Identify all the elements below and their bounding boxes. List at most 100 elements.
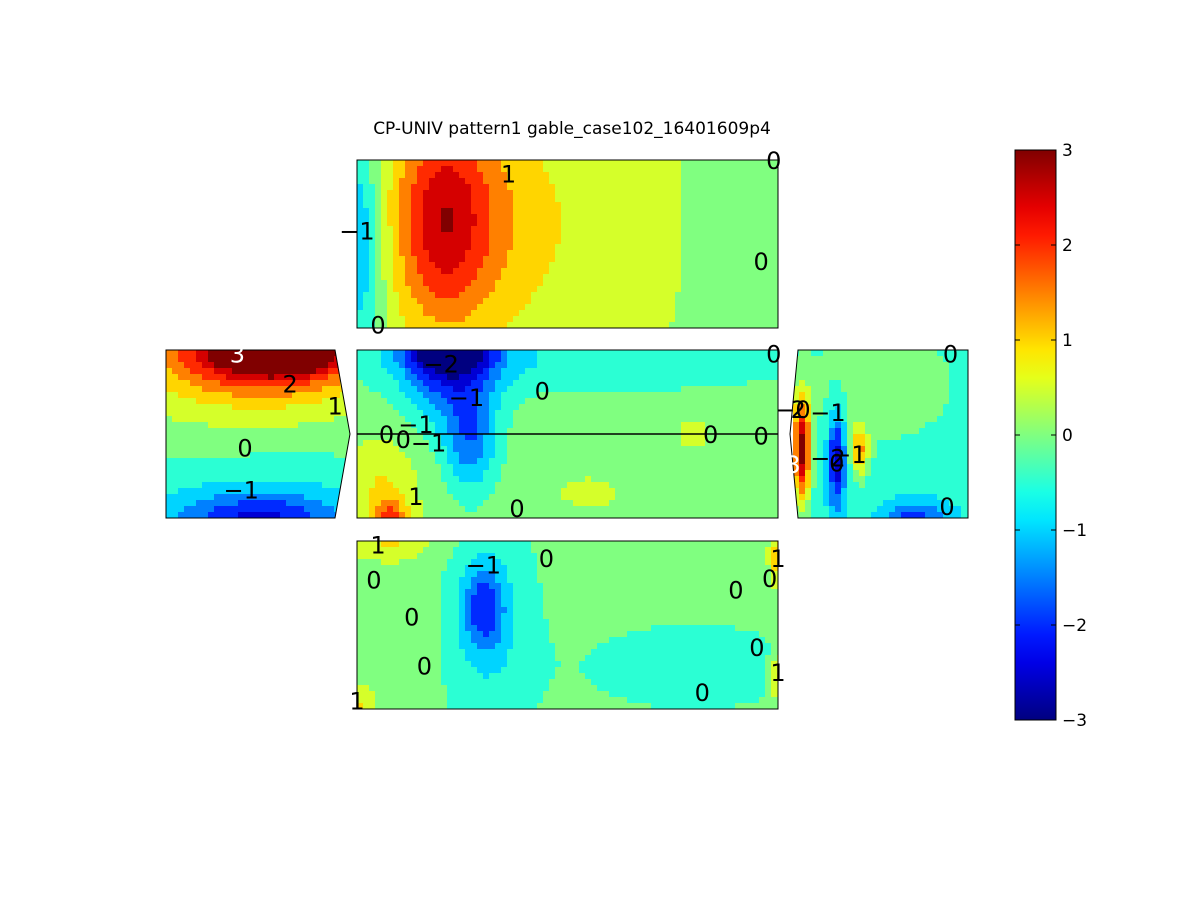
contour-cell bbox=[226, 350, 233, 357]
contour-cell bbox=[681, 470, 688, 477]
contour-cell bbox=[411, 416, 418, 423]
contour-cell bbox=[765, 488, 772, 495]
contour-cell bbox=[411, 398, 418, 405]
contour-cell bbox=[699, 298, 706, 305]
contour-cell bbox=[543, 202, 550, 209]
contour-cell bbox=[531, 268, 538, 275]
contour-cell bbox=[765, 238, 772, 245]
contour-cell bbox=[567, 316, 574, 323]
contour-cell bbox=[381, 434, 388, 441]
contour-cell bbox=[471, 494, 478, 501]
contour-cell bbox=[741, 220, 748, 227]
contour-cell bbox=[771, 304, 778, 311]
contour-cell bbox=[495, 280, 502, 287]
contour-cell bbox=[423, 506, 430, 513]
contour-cell bbox=[519, 482, 526, 489]
contour-cell bbox=[322, 422, 329, 429]
contour-cell bbox=[663, 398, 670, 405]
contour-cell bbox=[925, 362, 932, 369]
contour-cell bbox=[220, 434, 227, 441]
contour-cell bbox=[633, 416, 640, 423]
contour-cell bbox=[357, 238, 364, 245]
contour-cell bbox=[627, 202, 634, 209]
contour-cell bbox=[543, 298, 550, 305]
contour-cell bbox=[699, 214, 706, 221]
contour-cell bbox=[292, 452, 299, 459]
contour-cell bbox=[352, 476, 354, 483]
contour-cell bbox=[495, 386, 502, 393]
contour-cell bbox=[501, 416, 508, 423]
contour-cell bbox=[423, 214, 430, 221]
contour-cell bbox=[609, 304, 616, 311]
contour-cell bbox=[316, 452, 323, 459]
contour-cell bbox=[519, 160, 526, 167]
contour-cell bbox=[573, 166, 580, 173]
contour-cell bbox=[489, 470, 496, 477]
contour-cell bbox=[525, 476, 532, 483]
contour-cell bbox=[513, 392, 520, 399]
contour-cell bbox=[184, 410, 191, 417]
contour-cell bbox=[280, 392, 287, 399]
contour-cell bbox=[519, 202, 526, 209]
contour-cell bbox=[621, 422, 628, 429]
contour-cell bbox=[256, 362, 263, 369]
contour-cell bbox=[687, 160, 694, 167]
contour-cell bbox=[597, 380, 604, 387]
contour-cell bbox=[459, 178, 466, 185]
contour-cell bbox=[687, 244, 694, 251]
contour-cell bbox=[399, 268, 406, 275]
contour-cell bbox=[889, 350, 896, 357]
contour-cell bbox=[771, 470, 778, 477]
contour-cell bbox=[507, 350, 514, 357]
contour-cell bbox=[597, 506, 604, 513]
contour-cell bbox=[399, 470, 406, 477]
contour-cell bbox=[387, 500, 394, 507]
contour-cell bbox=[949, 350, 956, 357]
contour-cell bbox=[705, 190, 712, 197]
contour-cell bbox=[759, 310, 766, 317]
contour-cell bbox=[369, 244, 376, 251]
contour-cell bbox=[765, 458, 772, 465]
contour-cell bbox=[765, 470, 772, 477]
contour-cell bbox=[735, 434, 742, 441]
contour-cell bbox=[735, 476, 742, 483]
contour-cell bbox=[543, 356, 550, 363]
contour-cell bbox=[423, 316, 430, 323]
contour-cell bbox=[669, 190, 676, 197]
contour-cell bbox=[765, 166, 772, 173]
contour-cell bbox=[645, 488, 652, 495]
contour-cell bbox=[627, 322, 634, 328]
contour-cell bbox=[178, 434, 185, 441]
contour-cell bbox=[298, 464, 305, 471]
contour-cell bbox=[537, 422, 544, 429]
contour-cell bbox=[579, 374, 586, 381]
contour-cell bbox=[399, 256, 406, 263]
contour-cell bbox=[687, 434, 694, 441]
contour-cell bbox=[699, 440, 706, 447]
contour-cell bbox=[435, 238, 442, 245]
contour-cell bbox=[675, 250, 682, 257]
contour-cell bbox=[543, 220, 550, 227]
contour-cell bbox=[405, 292, 412, 299]
contour-cell bbox=[250, 410, 257, 417]
contour-cell bbox=[375, 434, 382, 441]
contour-cell bbox=[549, 184, 556, 191]
contour-cell bbox=[423, 190, 430, 197]
contour-cell bbox=[226, 416, 233, 423]
contour-cell bbox=[877, 362, 884, 369]
contour-cell bbox=[717, 380, 724, 387]
contour-cell bbox=[531, 166, 538, 173]
contour-cell bbox=[621, 190, 628, 197]
contour-cell bbox=[465, 226, 472, 233]
contour-cell bbox=[711, 452, 718, 459]
contour-cell bbox=[741, 268, 748, 275]
contour-cell bbox=[543, 172, 550, 179]
contour-cell bbox=[543, 322, 550, 328]
contour-cell bbox=[657, 208, 664, 215]
contour-cell bbox=[357, 202, 364, 209]
contour-cell bbox=[172, 464, 179, 471]
contour-cell bbox=[705, 178, 712, 185]
contour-cell bbox=[603, 458, 610, 465]
contour-cell bbox=[747, 398, 754, 405]
contour-cell bbox=[753, 488, 760, 495]
